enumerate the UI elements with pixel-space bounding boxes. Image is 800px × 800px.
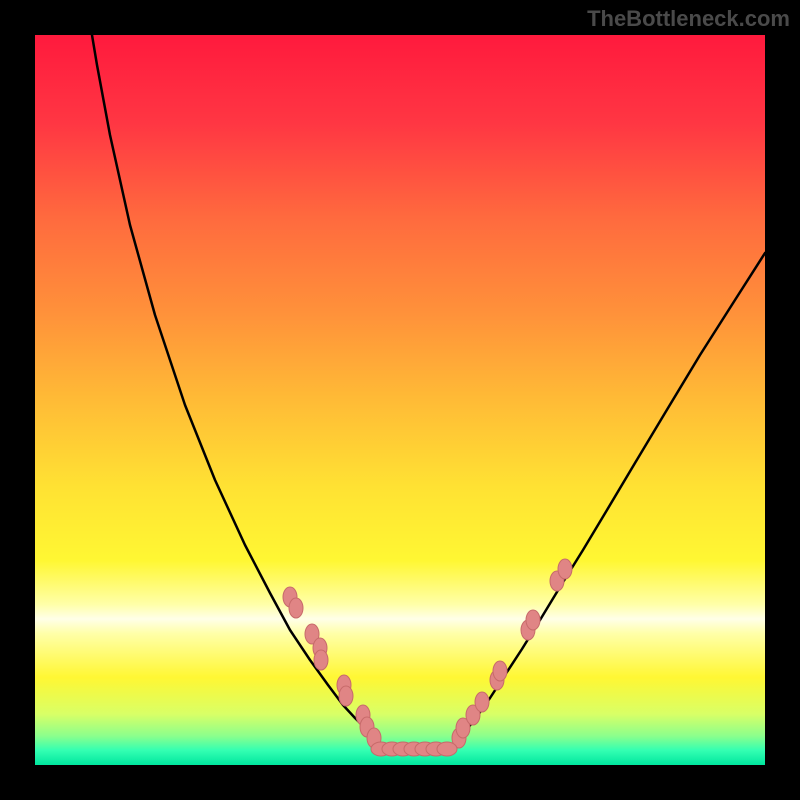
v-curve-path (92, 35, 765, 749)
data-marker (475, 692, 489, 712)
data-marker (558, 559, 572, 579)
curve-svg (35, 35, 765, 765)
data-marker (493, 661, 507, 681)
data-marker (339, 686, 353, 706)
data-marker (437, 742, 457, 756)
watermark-text: TheBottleneck.com (587, 6, 790, 32)
marker-group (283, 559, 572, 756)
data-marker (314, 650, 328, 670)
plot-area (35, 35, 765, 765)
data-marker (526, 610, 540, 630)
chart-container: { "watermark": { "text": "TheBottleneck.… (0, 0, 800, 800)
data-marker (289, 598, 303, 618)
